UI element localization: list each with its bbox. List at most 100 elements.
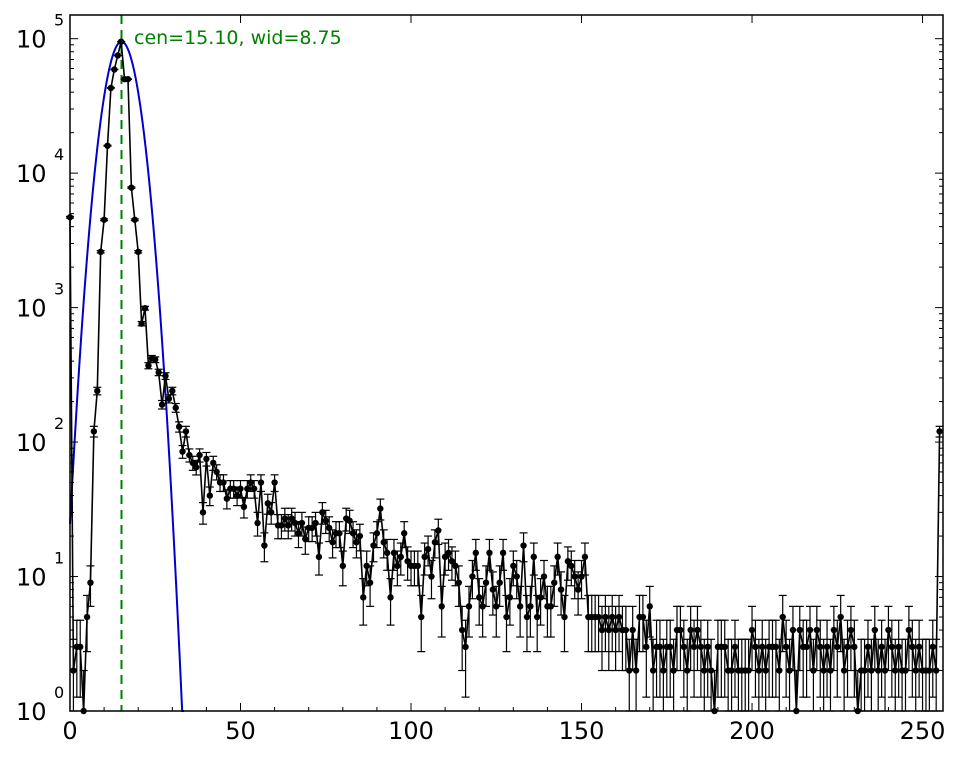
data-point: [285, 522, 292, 529]
fit-annotation: cen=15.10, wid=8.75: [134, 27, 342, 49]
data-point: [571, 573, 578, 580]
data-point: [564, 558, 572, 565]
data-point: [414, 562, 422, 570]
data-point: [643, 643, 650, 651]
data-point: [834, 643, 841, 651]
data-point: [455, 579, 462, 586]
data-point: [605, 626, 613, 634]
data-point: [162, 372, 169, 380]
data-point: [803, 643, 810, 651]
data-layer: [66, 38, 944, 715]
plot-frame: [69, 14, 944, 712]
data-point: [660, 667, 667, 674]
data-point: [114, 52, 121, 59]
data-point: [165, 395, 173, 402]
data-point: [905, 626, 913, 634]
data-point: [90, 428, 98, 435]
data-point: [469, 573, 476, 580]
data-point: [394, 562, 401, 570]
data-point: [609, 613, 616, 621]
data-point: [721, 643, 728, 651]
data-point: [551, 579, 558, 586]
data-point: [104, 142, 111, 149]
data-point: [383, 549, 391, 557]
data-point: [237, 485, 244, 492]
data-point: [117, 38, 125, 45]
data-point: [888, 643, 896, 651]
data-point: [322, 517, 329, 524]
data-point: [871, 626, 878, 634]
y-tick-label: 10: [16, 160, 47, 188]
data-point: [353, 539, 360, 546]
data-point: [435, 527, 442, 534]
data-point: [295, 530, 302, 537]
data-point: [486, 549, 493, 557]
data-point: [789, 626, 797, 634]
data-point: [377, 505, 384, 512]
y-tick-exponent: 5: [54, 11, 64, 30]
data-point: [909, 643, 916, 651]
data-point: [506, 594, 514, 601]
data-point: [864, 643, 872, 651]
data-point: [315, 553, 323, 561]
x-tick-label: 200: [729, 717, 775, 745]
data-point: [752, 643, 759, 651]
data-point: [687, 626, 694, 634]
data-point: [694, 626, 701, 634]
data-point: [639, 613, 647, 621]
data-point: [499, 549, 507, 557]
data-point: [141, 304, 149, 312]
x-tick-label: 0: [62, 717, 77, 745]
data-point: [561, 613, 568, 621]
data-point: [404, 558, 411, 565]
data-point: [574, 586, 582, 593]
data-point: [336, 530, 343, 537]
data-point: [138, 320, 145, 327]
data-point: [755, 667, 763, 674]
data-point: [704, 643, 711, 651]
data-point: [366, 579, 374, 586]
data-point: [472, 549, 480, 557]
data-point: [772, 643, 780, 651]
data-point: [203, 455, 210, 463]
data-point: [182, 428, 190, 435]
data-point: [476, 594, 483, 601]
data-point: [557, 586, 565, 593]
data-point: [912, 667, 919, 674]
data-point: [445, 549, 452, 557]
data-point: [360, 594, 367, 601]
data-point: [100, 216, 108, 223]
data-point: [264, 500, 271, 507]
data-point: [206, 492, 214, 499]
data-point: [400, 530, 408, 537]
data-point: [806, 626, 814, 634]
data-point: [701, 667, 708, 674]
data-point: [87, 579, 94, 586]
data-point: [244, 485, 251, 492]
data-point: [271, 479, 278, 486]
data-point: [520, 542, 527, 549]
data-point: [929, 643, 936, 651]
data-point: [186, 451, 193, 459]
data-point: [503, 613, 510, 621]
y-tick-exponent: 2: [54, 414, 64, 433]
data-point: [656, 643, 664, 651]
data-point: [779, 613, 786, 621]
data-point: [250, 485, 258, 492]
data-point: [213, 468, 220, 476]
data-point: [254, 519, 261, 527]
x-tick-label: 150: [559, 717, 605, 745]
y-tick-exponent: 1: [54, 549, 64, 568]
data-point: [189, 459, 196, 467]
data-point: [77, 643, 84, 651]
data-point: [418, 613, 425, 621]
data-point: [830, 626, 838, 634]
data-point: [885, 626, 892, 634]
data-point: [731, 643, 739, 651]
data-point: [431, 539, 439, 546]
data-point: [94, 387, 101, 395]
data-point: [128, 184, 135, 191]
data-point: [131, 216, 138, 223]
data-point: [595, 613, 602, 621]
